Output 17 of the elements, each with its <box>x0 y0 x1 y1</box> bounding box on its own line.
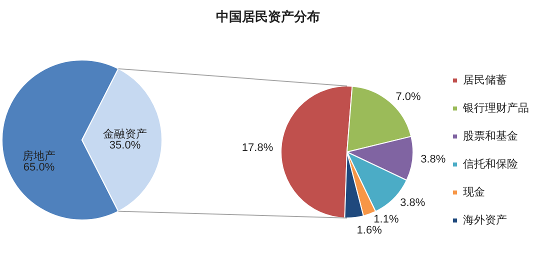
legend-label: 股票和基金 <box>463 130 518 142</box>
data-label: 3.8% <box>420 153 446 166</box>
slice-label: 房地产 <box>22 150 56 162</box>
text: 中国居民资产分布 <box>215 8 321 26</box>
legend-label: 现金 <box>463 186 485 198</box>
slice-label: 金融资产 <box>103 128 147 140</box>
legend-label: 居民储蓄 <box>463 74 507 86</box>
data-label: 17.8% <box>242 142 274 154</box>
data-label: 35.0% <box>109 140 141 152</box>
data-label: 65.0% <box>23 162 55 174</box>
data-label: 7.0% <box>396 91 422 104</box>
data-label: 1.1% <box>374 214 399 226</box>
legend-label: 海外资产 <box>463 214 507 226</box>
legend-label: 银行理财产品 <box>462 102 529 114</box>
data-label: 1.6% <box>356 224 382 237</box>
data-label: 3.8% <box>400 196 426 209</box>
legend-label: 信托和保险 <box>463 158 518 170</box>
